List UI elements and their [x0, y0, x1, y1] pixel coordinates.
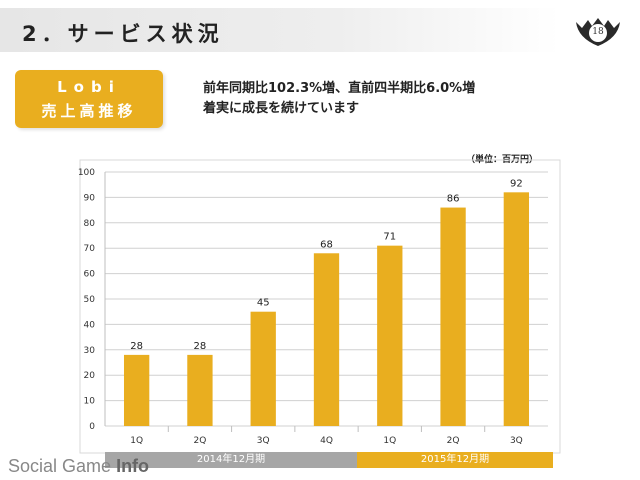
data-label: 92 — [510, 178, 523, 189]
period-2015-band: 2015年12月期 — [357, 452, 553, 468]
x-tick-label: 1Q — [130, 436, 143, 446]
bar — [187, 354, 213, 426]
x-tick-label: 2Q — [447, 436, 460, 446]
y-tick-label: 10 — [84, 397, 96, 407]
bar — [313, 253, 340, 426]
y-tick-label: 20 — [84, 371, 96, 381]
y-tick-label: 50 — [84, 295, 96, 305]
header-band — [0, 8, 560, 52]
slide-title: 2．サービス状況 — [22, 22, 224, 46]
y-tick-label: 30 — [84, 346, 96, 356]
period-2014-band: 2014年12月期 — [105, 452, 357, 468]
x-tick-label: 1Q — [383, 436, 396, 446]
data-label: 28 — [194, 341, 207, 352]
y-tick-label: 60 — [84, 270, 96, 280]
summary-line-2: 着実に成長を続けています — [203, 101, 360, 116]
data-label: 86 — [447, 194, 460, 205]
bar — [440, 207, 466, 426]
x-tick-label: 4Q — [320, 436, 333, 446]
y-tick-label: 100 — [78, 168, 95, 178]
lobi-title-box: Lobi 売上高推移 — [15, 70, 163, 128]
watermark: Social Game Info — [8, 456, 149, 477]
y-tick-label: 0 — [89, 422, 95, 432]
watermark-text-2: Info — [116, 456, 150, 476]
x-tick-label: 3Q — [257, 436, 270, 446]
y-tick-label: 70 — [84, 244, 96, 254]
page-number: 18 — [592, 27, 604, 37]
data-label: 28 — [130, 341, 143, 352]
bar-layer — [123, 192, 530, 426]
label-layer: 0 10 20 30 40 50 60 70 80 90 100 28 1Q 28 2Q 45 3Q 68 4Q 71… — [78, 168, 523, 446]
lobi-label: Lobi — [57, 78, 121, 96]
bar — [123, 354, 150, 426]
page-badge-icon — [576, 18, 620, 46]
summary-line-1: 前年同期比102.3%増、直前四半期比6.0%増 — [203, 81, 476, 96]
y-tick-label: 40 — [84, 320, 96, 330]
bar — [250, 311, 276, 426]
summary: 前年同期比102.3%増、直前四半期比6.0%増 着実に成長を続けています — [203, 79, 475, 119]
watermark-text-1: Social Game — [8, 456, 112, 476]
bar — [377, 245, 403, 426]
data-label: 71 — [383, 232, 396, 243]
bar — [503, 192, 530, 426]
x-tick-label: 3Q — [510, 436, 523, 446]
data-label: 45 — [257, 298, 270, 309]
lobi-subtitle: 売上高推移 — [41, 102, 137, 120]
x-tick-label: 2Q — [194, 436, 207, 446]
y-tick-label: 90 — [84, 193, 96, 203]
y-tick-label: 80 — [84, 219, 96, 229]
data-label: 68 — [320, 239, 333, 250]
